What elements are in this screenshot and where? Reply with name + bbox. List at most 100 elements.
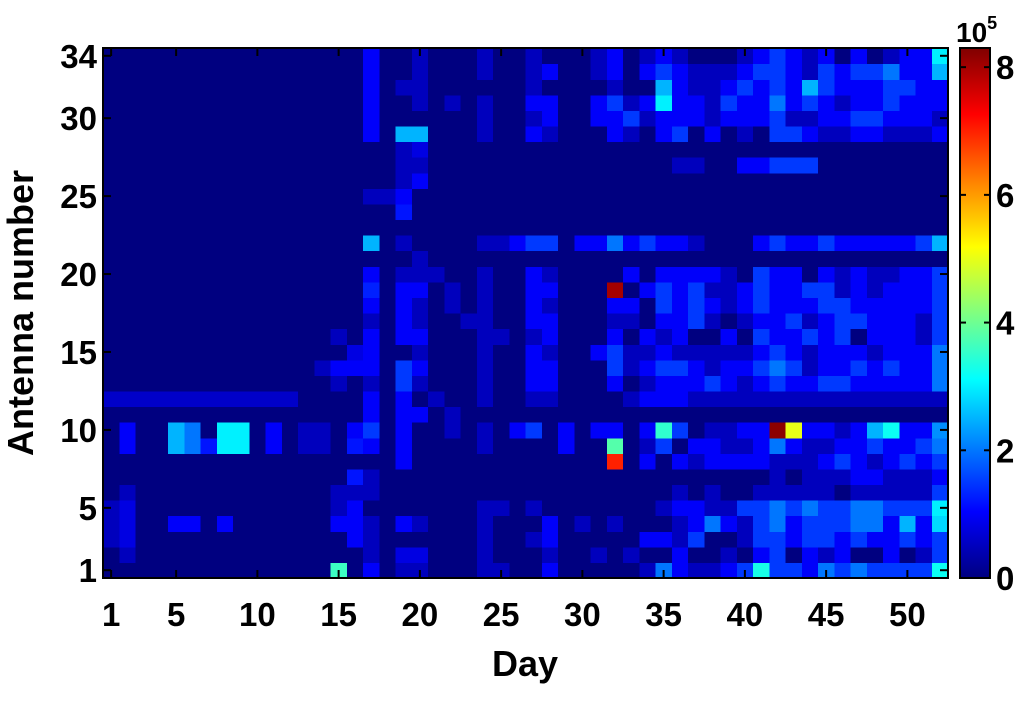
cell bbox=[151, 110, 169, 127]
cell bbox=[346, 531, 364, 548]
cell bbox=[899, 172, 917, 189]
cell bbox=[233, 203, 250, 221]
cell bbox=[769, 515, 787, 532]
cell bbox=[704, 235, 722, 252]
cell bbox=[460, 235, 478, 252]
cell bbox=[623, 328, 640, 345]
cell bbox=[168, 546, 185, 564]
cell bbox=[444, 344, 462, 361]
cell bbox=[850, 157, 868, 174]
cell bbox=[298, 141, 315, 158]
cell bbox=[899, 500, 917, 517]
cell bbox=[720, 546, 738, 564]
cell bbox=[623, 266, 640, 283]
cell bbox=[411, 359, 429, 376]
cell bbox=[444, 546, 462, 564]
cell bbox=[541, 297, 559, 314]
cell bbox=[281, 63, 299, 80]
cell bbox=[493, 546, 510, 564]
cell bbox=[720, 235, 738, 252]
cell bbox=[704, 359, 722, 376]
cell bbox=[395, 546, 413, 564]
cell bbox=[379, 546, 397, 564]
cell bbox=[671, 562, 689, 579]
cell bbox=[915, 63, 933, 80]
cell bbox=[525, 297, 543, 314]
cell bbox=[249, 515, 267, 532]
cell bbox=[558, 281, 575, 299]
cell bbox=[623, 188, 640, 205]
cell bbox=[493, 297, 510, 314]
cell bbox=[281, 157, 299, 174]
cell bbox=[883, 453, 900, 470]
cell bbox=[801, 328, 819, 345]
cell bbox=[395, 468, 413, 486]
cell bbox=[866, 235, 884, 252]
cell bbox=[688, 500, 705, 517]
cell bbox=[411, 313, 429, 330]
cell bbox=[119, 250, 137, 267]
cell bbox=[135, 437, 153, 454]
cell bbox=[119, 281, 137, 299]
y-tick-label: 25 bbox=[60, 178, 97, 215]
cell bbox=[525, 313, 543, 330]
cell bbox=[850, 500, 868, 517]
x-axis-label: Day bbox=[492, 643, 558, 684]
cell bbox=[314, 110, 332, 127]
cell bbox=[623, 453, 640, 470]
cell bbox=[493, 203, 510, 221]
cell bbox=[379, 157, 397, 174]
cell bbox=[671, 172, 689, 189]
cell bbox=[509, 453, 527, 470]
cell bbox=[753, 188, 770, 205]
cell bbox=[590, 406, 608, 423]
cell bbox=[265, 375, 283, 392]
cell bbox=[184, 453, 202, 470]
cell bbox=[314, 406, 332, 423]
cell bbox=[346, 266, 364, 283]
cell bbox=[135, 281, 153, 299]
cell bbox=[363, 235, 380, 252]
cell bbox=[509, 500, 527, 517]
cell bbox=[915, 281, 933, 299]
cell bbox=[379, 266, 397, 283]
cell bbox=[119, 422, 137, 439]
cell bbox=[200, 313, 218, 330]
cell bbox=[428, 79, 445, 96]
cell bbox=[330, 422, 348, 439]
cell bbox=[590, 172, 608, 189]
cell bbox=[525, 546, 543, 564]
cell bbox=[590, 515, 608, 532]
cell bbox=[411, 110, 429, 127]
cell bbox=[866, 406, 884, 423]
cell bbox=[363, 110, 380, 127]
cell bbox=[330, 79, 348, 96]
cell bbox=[590, 500, 608, 517]
cell bbox=[558, 359, 575, 376]
cell bbox=[639, 344, 657, 361]
cell bbox=[411, 500, 429, 517]
y-axis-label: Antenna number bbox=[0, 170, 41, 456]
cell bbox=[590, 562, 608, 579]
cell bbox=[249, 125, 267, 143]
cell bbox=[785, 219, 803, 236]
cell bbox=[509, 328, 527, 345]
cell bbox=[298, 266, 315, 283]
cell bbox=[850, 219, 868, 236]
cell bbox=[428, 359, 445, 376]
cell bbox=[671, 266, 689, 283]
cell bbox=[639, 406, 657, 423]
cell bbox=[330, 313, 348, 330]
cell bbox=[866, 157, 884, 174]
cell bbox=[476, 562, 494, 579]
cell bbox=[151, 63, 169, 80]
y-tick-label: 1 bbox=[79, 552, 97, 589]
cell bbox=[184, 235, 202, 252]
cell bbox=[151, 500, 169, 517]
cell bbox=[899, 157, 917, 174]
cell bbox=[785, 63, 803, 80]
cell bbox=[200, 125, 218, 143]
cell bbox=[411, 266, 429, 283]
cell bbox=[200, 359, 218, 376]
cell bbox=[314, 188, 332, 205]
